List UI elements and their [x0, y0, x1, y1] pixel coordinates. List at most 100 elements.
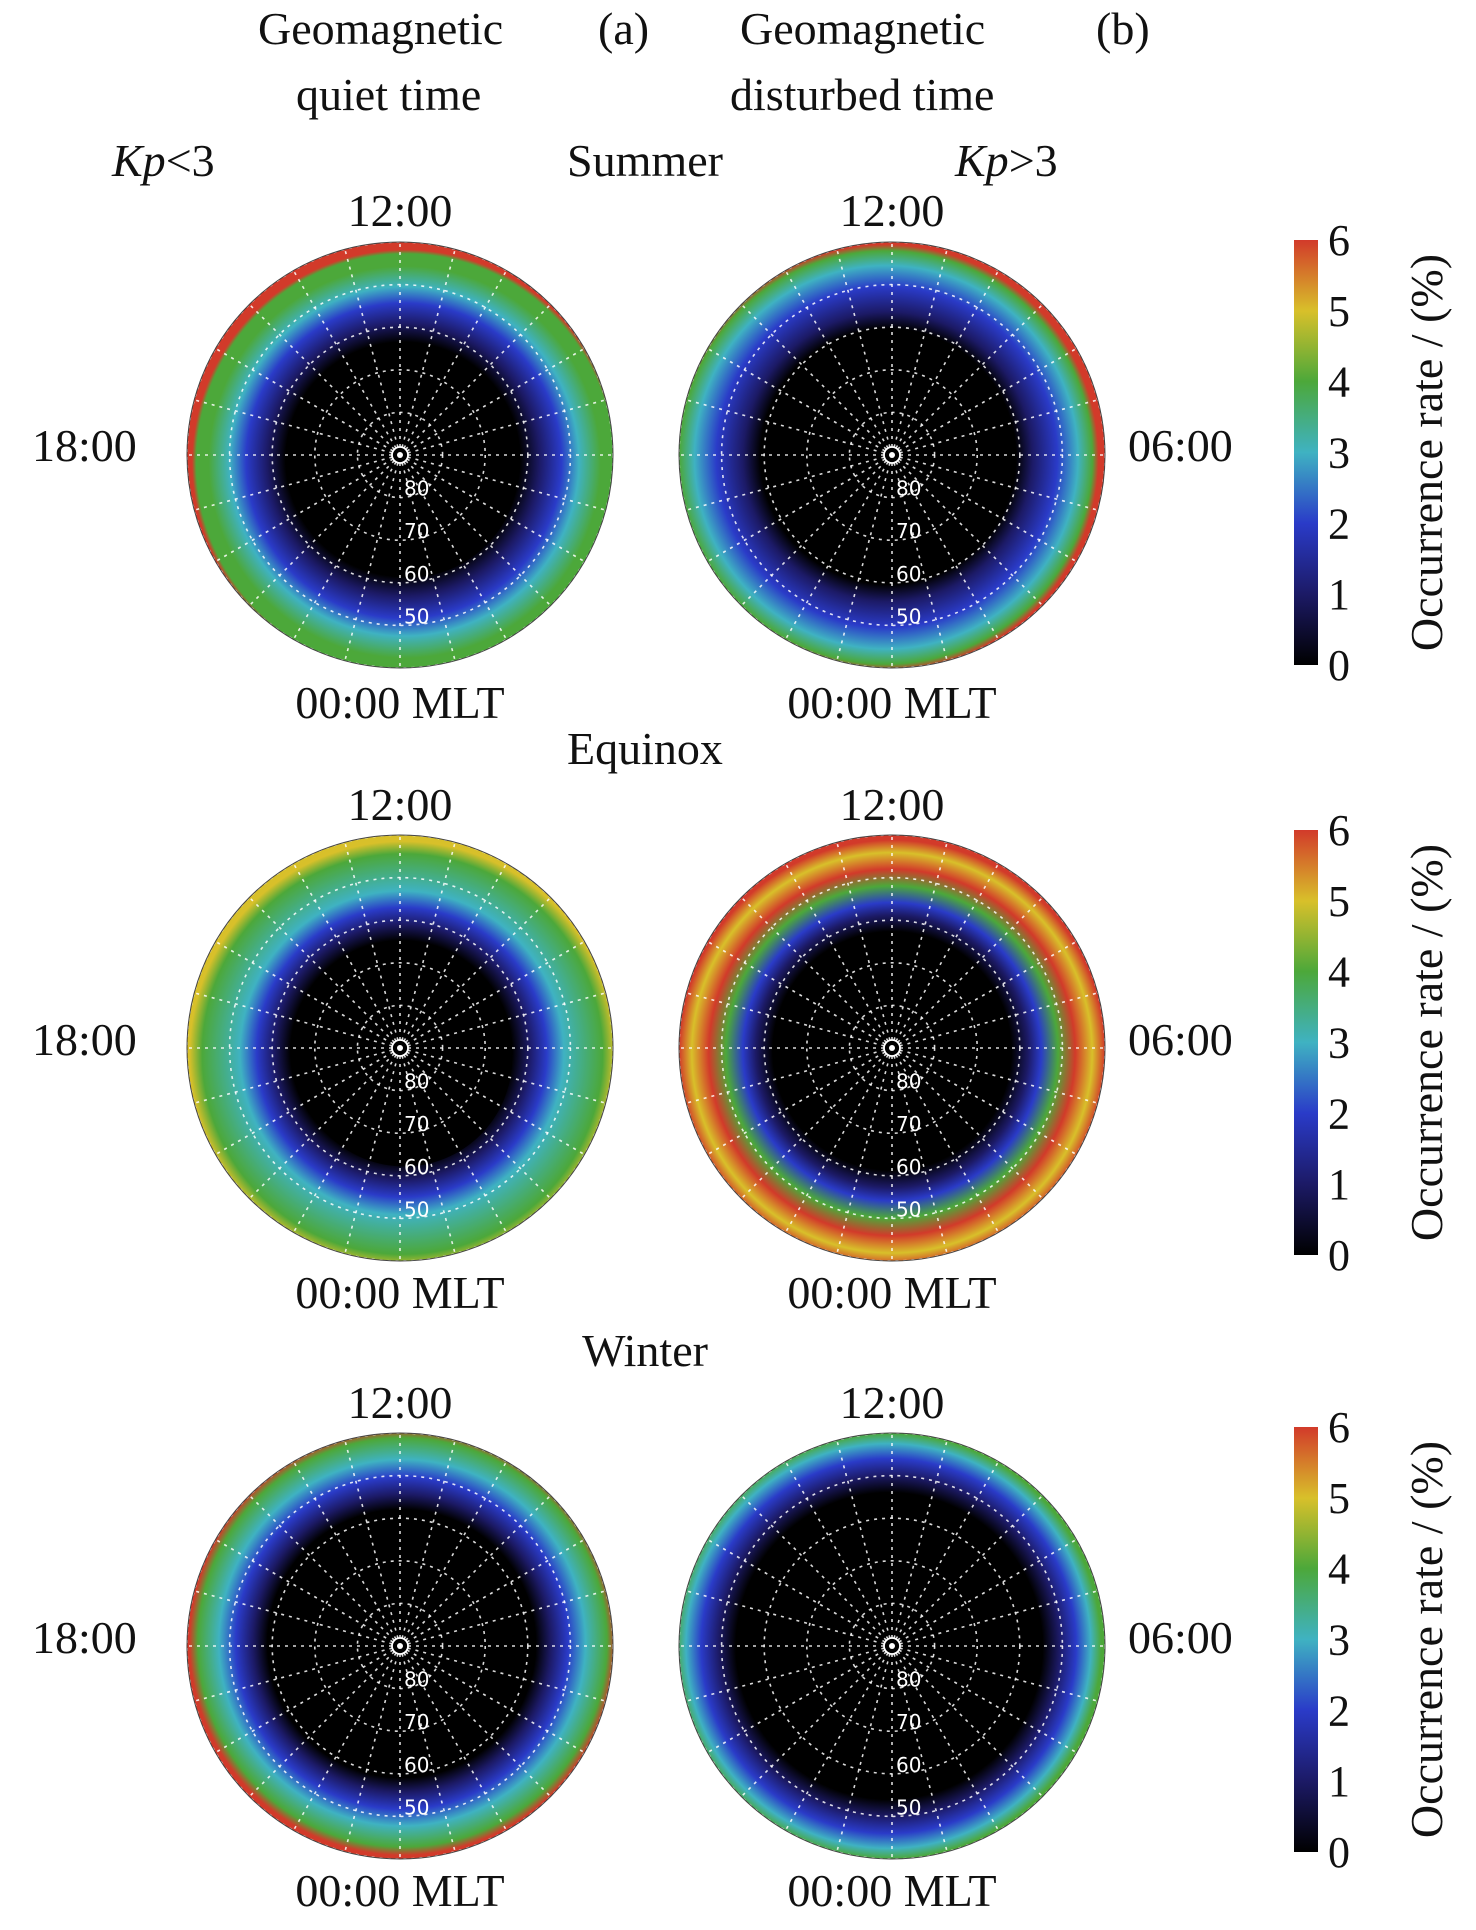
colorbar-tick-label: 1 [1328, 1757, 1350, 1806]
mlt-spoke [893, 1440, 948, 1639]
mlt-spoke [401, 249, 456, 448]
mlt-spoke [895, 461, 1000, 640]
dial-left-equinox: 18:00 [32, 1014, 137, 1065]
season-label-summer: Summer [567, 135, 723, 186]
latitude-label: 70 [896, 1710, 921, 1734]
season-label-equinox: Equinox [567, 723, 723, 774]
latitude-ring [805, 368, 978, 541]
latitude-label: 80 [896, 477, 921, 501]
latitude-ring [313, 368, 486, 541]
polar-panel-summer-quiet: 50 60 70 80 [186, 241, 614, 669]
dial-top-summer-b: 12:00 [839, 185, 945, 236]
latitude-label: 60 [896, 1155, 921, 1179]
polar-panel-winter-quiet: 50 60 70 80 [186, 1432, 614, 1860]
mlt-spoke [707, 1649, 886, 1754]
mlt-spoke [403, 461, 508, 640]
latitude-label: 80 [404, 477, 429, 501]
dial-bottom-equinox-b: 00:00 MLT [787, 1267, 997, 1318]
polar-panel-equinox-disturbed: 50 60 70 80 [678, 834, 1106, 1262]
mlt-spoke [893, 249, 948, 448]
colorbar-gradient [1294, 1427, 1318, 1852]
mlt-spoke [401, 1055, 456, 1254]
mlt-spoke [740, 460, 887, 607]
panel-border [678, 834, 1106, 1262]
mlt-spoke [401, 462, 456, 661]
colorbar-tick-label: 3 [1328, 1616, 1350, 1665]
polar-cap-region [296, 950, 513, 1167]
latitude-ring [313, 961, 486, 1134]
mlt-spoke [215, 347, 394, 452]
colorbar-tick-label: 0 [1328, 1231, 1350, 1280]
latitude-ring [763, 1517, 1021, 1775]
latitude-ring [271, 326, 529, 584]
mlt-spoke [406, 1649, 585, 1754]
mlt-spoke [740, 1651, 887, 1798]
latitude-ring [805, 961, 978, 1134]
mlt-spoke [401, 1653, 456, 1852]
mlt-spoke [898, 1649, 1077, 1754]
pole-dot [889, 1045, 895, 1051]
pole-dot [889, 1643, 895, 1649]
latitude-ring [848, 1602, 936, 1690]
latitude-label: 80 [404, 1668, 429, 1692]
dial-bottom-winter-a: 00:00 MLT [295, 1865, 505, 1916]
mlt-spoke [344, 1653, 399, 1852]
pole-marker [883, 1637, 901, 1655]
latitude-ring [356, 1602, 444, 1690]
mlt-spoke [740, 303, 887, 450]
col-a-header-line2: quiet time [296, 69, 482, 120]
dial-bottom-winter-b: 00:00 MLT [787, 1865, 997, 1916]
latitude-label: 60 [404, 562, 429, 586]
kp-disturbed-symbol: Kp [955, 135, 1009, 186]
dial-top-summer-a: 12:00 [347, 185, 453, 236]
polar-panels: 50 60 70 80 50 60 70 80 50 60 70 80 50 60 70 80 50 60 70 80… [186, 241, 1106, 1860]
colorbar-tick-label: 5 [1328, 1474, 1350, 1523]
mlt-spoke [407, 1647, 606, 1702]
mlt-spoke [899, 1647, 1098, 1702]
mlt-spoke [898, 458, 1077, 563]
panel-border [678, 241, 1106, 669]
mlt-spoke [707, 458, 886, 563]
panel-border [186, 241, 614, 669]
mlt-spoke [895, 1652, 1000, 1831]
latitude-ring [228, 283, 572, 627]
mlt-spoke [899, 456, 1098, 511]
pole-dot [397, 1045, 403, 1051]
mlt-spoke [836, 462, 891, 661]
mlt-spoke [893, 462, 948, 661]
mlt-spoke [406, 458, 585, 563]
mlt-spoke [836, 249, 891, 448]
col-b-header-line2: disturbed time [730, 69, 995, 120]
mlt-spoke [893, 1653, 948, 1852]
latitude-ring [228, 876, 572, 1220]
dial-top-winter-a: 12:00 [347, 1377, 453, 1428]
latitude-label: 70 [404, 519, 429, 543]
mlt-spoke [406, 1538, 585, 1643]
pole-marker [883, 446, 901, 464]
latitude-label: 70 [896, 519, 921, 543]
latitude-ring [271, 919, 529, 1177]
latitude-label: 50 [404, 1197, 429, 1221]
mlt-spoke [899, 1049, 1098, 1104]
mlt-spoke [898, 940, 1077, 1045]
col-b-header-line1: Geomagnetic [740, 3, 986, 54]
mlt-spoke [248, 1651, 395, 1798]
mlt-spoke [707, 1538, 886, 1643]
latitude-label: 60 [404, 1753, 429, 1777]
mlt-spoke [893, 842, 948, 1041]
mlt-spoke [740, 896, 887, 1043]
pole-dot [889, 452, 895, 458]
colorbar-gradient [1294, 830, 1318, 1255]
mlt-spoke [344, 842, 399, 1041]
mlt-spoke [406, 347, 585, 452]
colorbar-tick-label: 1 [1328, 570, 1350, 619]
latitude-label: 80 [896, 1070, 921, 1094]
latitude-ring [848, 1004, 936, 1092]
season-label-winter: Winter [582, 1325, 708, 1376]
colorbar-tick-label: 4 [1328, 1545, 1350, 1594]
latitude-ring [848, 411, 936, 499]
latitude-label: 50 [896, 1795, 921, 1819]
panel-border [186, 834, 614, 1262]
latitude-ring [313, 1560, 486, 1733]
mlt-spoke [707, 1051, 886, 1156]
